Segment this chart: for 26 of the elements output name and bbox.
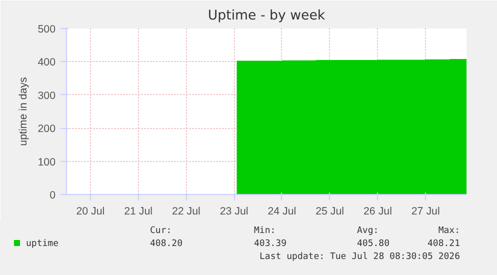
text: Min: bbox=[254, 225, 276, 238]
x-tick-label: 22 Jul bbox=[172, 206, 200, 218]
text: Cur: bbox=[150, 225, 172, 238]
x-tick-label: 20 Jul bbox=[76, 206, 105, 218]
y-tick-label: 0 bbox=[50, 190, 56, 202]
y-axis-title: uptime in days bbox=[18, 77, 30, 146]
text: Avg: bbox=[357, 225, 379, 238]
legend-label: uptime bbox=[26, 238, 59, 251]
y-tick-label: 300 bbox=[38, 90, 56, 102]
x-tick-label: 27 Jul bbox=[411, 206, 440, 218]
y-tick-label: 200 bbox=[38, 123, 56, 136]
y-tick-label: 500 bbox=[38, 24, 56, 36]
y-tick-label: 400 bbox=[38, 56, 56, 69]
x-tick-label: 23 Jul bbox=[220, 206, 248, 218]
y-tick-label: 100 bbox=[38, 156, 56, 168]
text: 408.20 bbox=[150, 238, 183, 251]
text: Last update: Tue Jul 28 08:30:05 2026 bbox=[260, 251, 460, 264]
text: 408.21 bbox=[427, 238, 460, 251]
x-tick-label: 25 Jul bbox=[316, 206, 344, 218]
text: Max: bbox=[438, 225, 460, 238]
x-tick-label: 24 Jul bbox=[268, 206, 296, 218]
text: 403.39 bbox=[254, 238, 287, 251]
x-tick-label: 21 Jul bbox=[124, 206, 153, 218]
x-tick-label: 26 Jul bbox=[364, 206, 392, 218]
chart-title: Uptime - by week bbox=[208, 8, 326, 24]
text: 405.80 bbox=[357, 238, 390, 251]
